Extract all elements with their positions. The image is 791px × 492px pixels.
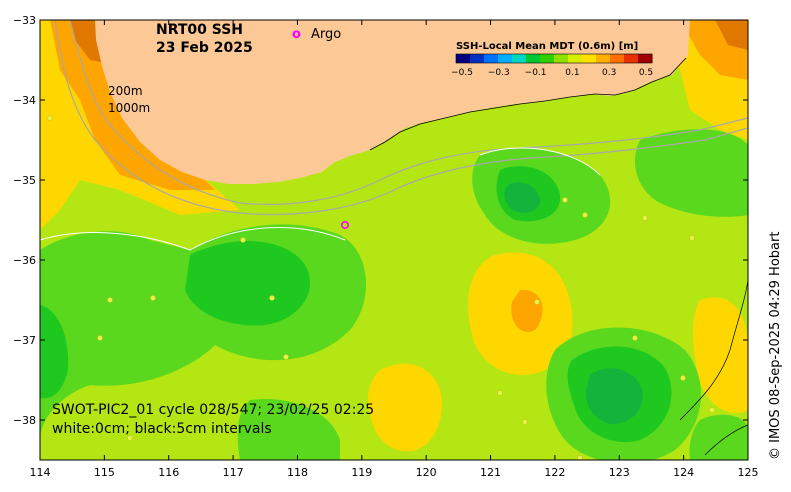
map-date: 23 Feb 2025 [156,40,253,56]
x-tick-label: 124 [673,466,694,479]
colorbar-swatch [610,54,625,63]
ssh-trough-southeast [585,368,643,425]
colorbar-frame [455,53,653,64]
ssh-lower-southwest [185,241,311,326]
y-tick-label: −38 [13,414,36,427]
swath-caption-line1: SWOT-PIC2_01 cycle 028/547; 23/02/25 02:… [52,402,374,418]
x-tick-label: 125 [738,466,759,479]
swath-dot [632,335,638,341]
ssh-low-northeast [635,129,748,217]
ssh-low-west-edge [40,305,69,399]
swath-dot [240,237,246,243]
colorbar-tick-label: 0.1 [565,68,579,78]
colorbar-tick-labels: −0.5 −0.3 −0.1 0.1 0.3 0.5 [451,68,653,78]
swath-dot [283,354,289,360]
y-tick-label: −34 [13,94,36,107]
x-tick-label: 119 [351,466,372,479]
ssh-high-south [368,363,442,452]
swath-dot [642,215,648,221]
x-tick-label: 116 [158,466,179,479]
colorbar-swatch [456,54,471,63]
colorbar-swatch [624,54,639,63]
argo-legend-symbol: o [292,27,301,42]
ssh-high-southeast [693,297,748,414]
swath-dot [577,455,583,460]
swath-dot [127,435,133,441]
colorbar-swatch [484,54,499,63]
y-tick-label: −33 [13,14,36,27]
colorbar-tick-label: −0.1 [525,68,547,78]
x-tick-label: 121 [480,466,501,479]
ssh-low-south-corner [689,414,748,460]
swath-sample-dots [47,115,715,460]
ssh-higher-centre [511,289,543,332]
colorbar-swatch [498,54,513,63]
y-tick-label: −35 [13,174,36,187]
ssh-peak-northeast [715,20,748,50]
map-product-title: NRT00 SSH [156,22,243,38]
colorbar-swatch [582,54,597,63]
y-tick-label: −37 [13,334,36,347]
swath-dot [709,407,715,413]
colorbar-tick-label: −0.3 [488,68,510,78]
colorbar-swatch [540,54,555,63]
ssh-trough-east [504,182,540,213]
zero-cm-contour [40,227,346,251]
argo-legend-label: Argo [311,27,341,42]
colorbar-tick-label: −0.5 [451,68,473,78]
imos-credit: © IMOS 08-Sep-2025 04:29 Hobart [768,231,783,460]
swath-dot [689,235,695,241]
swath-dot [582,212,588,218]
colorbar: SSH-Local Mean MDT (0.6m) [m] −0.5 −0.3 −0… [451,41,653,78]
depth-label-1000m: 1000m [108,101,150,115]
x-axis: 114 115 116 117 118 119 120 121 122 123 124 125 [30,20,759,479]
colorbar-title: SSH-Local Mean MDT (0.6m) [m] [456,41,638,52]
swath-dot [150,295,156,301]
bathymetry-1000m-contour [54,20,748,216]
x-tick-label: 122 [544,466,565,479]
swath-dot [497,390,503,396]
colorbar-swatch [526,54,541,63]
swath-dot [107,297,113,303]
five-cm-contour-east [679,279,748,421]
ssh-low-south-edge [237,399,340,460]
x-tick-label: 123 [609,466,630,479]
zero-cm-contour-east [479,147,601,176]
map-frame [39,19,749,461]
colorbar-swatch [596,54,611,63]
x-tick-label: 118 [287,466,308,479]
y-tick-label: −36 [13,254,36,267]
colorbar-swatches [456,54,653,63]
x-tick-label: 117 [223,466,244,479]
x-tick-label: 120 [416,466,437,479]
colorbar-swatch [568,54,583,63]
swath-dot [680,375,686,381]
colorbar-tick-label: 0.3 [602,68,616,78]
colorbar-swatch [470,54,485,63]
x-tick-label: 115 [94,466,115,479]
coastline [369,57,687,151]
swath-dot [269,295,275,301]
y-axis: −33 −34 −35 −36 −37 −38 [13,14,748,427]
colorbar-tick-label: 0.5 [639,68,653,78]
swath-dot [562,197,568,203]
colorbar-swatch [512,54,527,63]
swath-dot [97,335,103,341]
five-cm-contour-southeast [704,424,748,456]
argo-float-marker [340,221,349,230]
x-tick-label: 114 [30,466,51,479]
colorbar-swatch [638,54,653,63]
colorbar-swatch [554,54,569,63]
depth-label-200m: 200m [108,84,143,98]
swath-caption-line2: white:0cm; black:5cm intervals [52,421,272,437]
swath-dot [534,299,540,305]
map-plot-area: NRT00 SSH 23 Feb 2025 o Argo 200m 1000m … [40,20,748,460]
swath-dot [47,115,53,121]
swath-dot [522,419,528,425]
bathymetry-200m-contour [69,20,748,205]
